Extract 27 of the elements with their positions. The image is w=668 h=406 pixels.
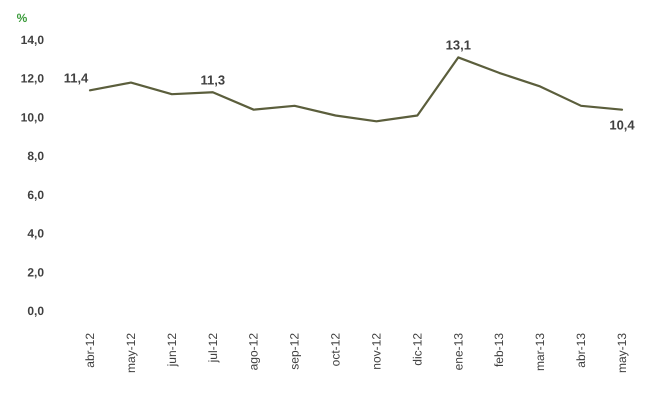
x-tick-label: abr-13 [574,332,588,368]
x-tick-label: nov-12 [369,332,384,370]
x-tick-label: ago-12 [246,332,261,370]
x-tick-label: jun-12 [164,332,179,368]
x-tick-label: jul-12 [206,332,220,364]
data-label: 11,4 [64,70,90,86]
y-axis-title: % [16,11,28,25]
y-tick-label: 4,0 [27,226,44,241]
y-tick-label: 0,0 [27,304,44,318]
data-label: 10,4 [609,118,636,133]
x-tick-label: ene-13 [451,332,466,370]
data-label: 11,3 [200,72,226,88]
x-tick-label: may-12 [124,332,138,374]
y-tick-label: 14,0 [20,33,44,47]
x-tick-label: abr-12 [83,332,97,368]
y-tick-label: 10,0 [20,110,44,124]
x-tick-label: dic-12 [410,332,424,366]
x-tick-label: may-13 [615,332,629,374]
x-tick-label: oct-12 [328,332,343,366]
y-tick-label: 2,0 [27,265,44,280]
x-tick-label: feb-13 [492,332,506,368]
y-tick-label: 6,0 [27,188,44,202]
x-tick-label: sep-12 [288,332,302,370]
y-tick-label: 12,0 [20,72,44,86]
x-tick-label: mar-13 [533,332,548,372]
data-label: 13,1 [446,37,471,52]
y-tick-label: 8,0 [27,149,44,164]
